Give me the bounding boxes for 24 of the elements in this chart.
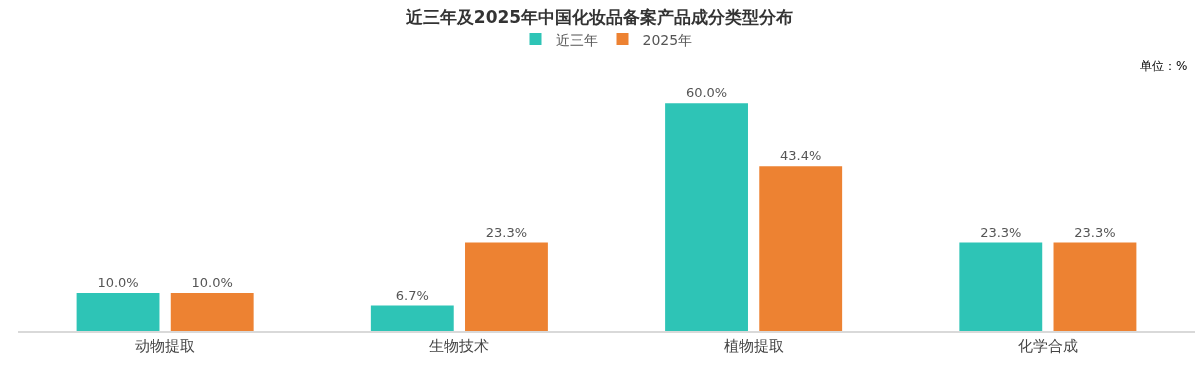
bar [1053, 242, 1137, 331]
data-label: 23.3% [1074, 224, 1116, 240]
data-label: 6.7% [395, 287, 429, 303]
data-label: 23.3% [485, 224, 528, 240]
x-tick-label: 化学合成 [1017, 337, 1078, 355]
x-tick-label: 动物提取 [135, 337, 196, 355]
legend-label: 2025年 [642, 31, 693, 48]
x-tick-label: 生物技术 [429, 337, 490, 355]
bar [370, 305, 454, 331]
bar [959, 242, 1043, 331]
x-tick-label: 植物提取 [723, 337, 784, 355]
bar [759, 166, 843, 331]
data-label: 43.4% [780, 148, 822, 164]
data-label: 23.3% [980, 224, 1022, 240]
bar [76, 293, 160, 331]
bar [665, 103, 748, 331]
bar [170, 293, 254, 331]
text: 单位：% [1140, 59, 1188, 73]
legend-label: 近三年 [555, 31, 598, 48]
bar [465, 242, 548, 331]
data-label: 10.0% [97, 275, 139, 291]
data-label: 60.0% [685, 85, 728, 101]
data-label: 10.0% [191, 275, 233, 291]
chart-title: 近三年及2025年中国化妆品备案产品成分类型分布 [404, 6, 794, 27]
